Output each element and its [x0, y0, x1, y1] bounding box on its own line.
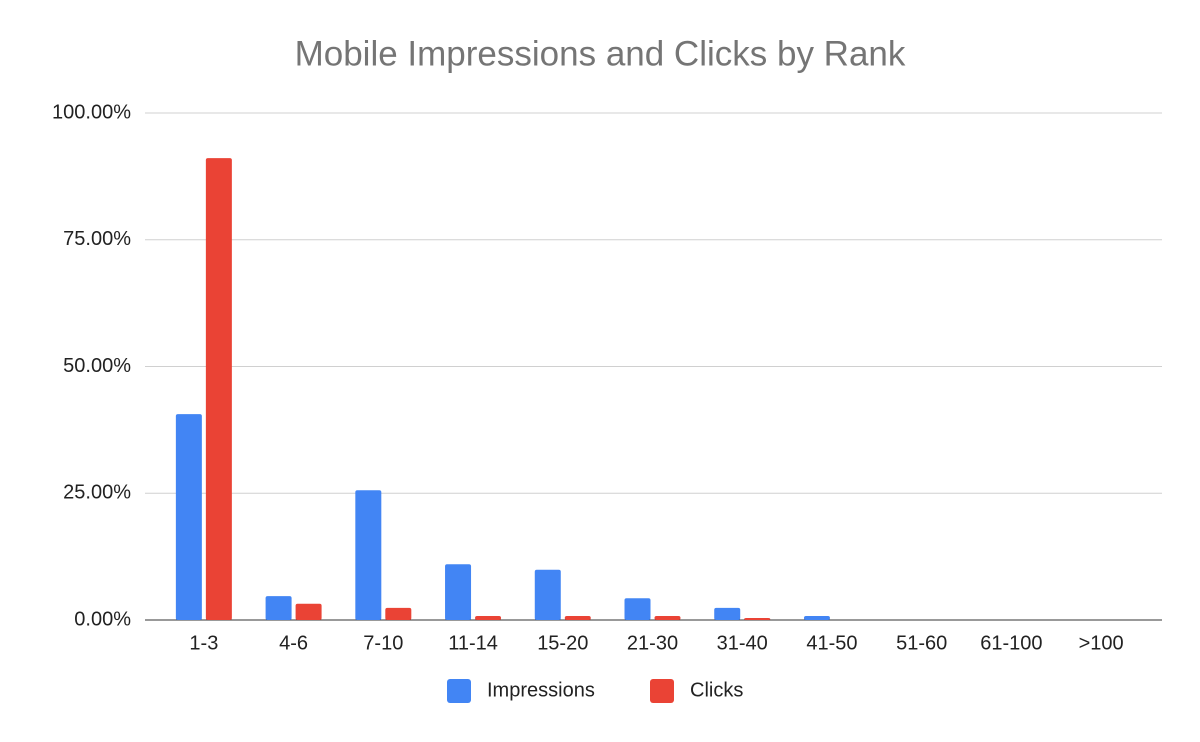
legend-label: Impressions — [487, 679, 595, 701]
x-tick-label: 21-30 — [627, 632, 678, 654]
x-tick-label: 51-60 — [896, 632, 947, 654]
legend-swatch — [650, 679, 674, 703]
bar — [295, 603, 322, 620]
bar — [475, 615, 502, 620]
bar — [385, 607, 412, 620]
x-tick-label: 11-14 — [448, 632, 498, 654]
chart-title: Mobile Impressions and Clicks by Rank — [295, 34, 906, 73]
bar — [534, 569, 561, 620]
x-tick-label: 41-50 — [806, 632, 857, 654]
bar — [744, 617, 771, 620]
bar — [654, 615, 681, 620]
bar — [714, 607, 741, 620]
legend-swatch — [447, 679, 471, 703]
bar — [355, 490, 382, 620]
y-tick-label: 100.00% — [52, 101, 131, 123]
x-tick-label: 1-3 — [189, 632, 218, 654]
bar — [564, 615, 591, 620]
bar — [803, 615, 830, 620]
x-tick-label: 4-6 — [279, 632, 308, 654]
y-tick-label: 25.00% — [63, 482, 131, 504]
bar — [624, 598, 651, 620]
x-tick-label: >100 — [1079, 632, 1124, 654]
y-tick-label: 75.00% — [63, 228, 131, 250]
x-tick-label: 15-20 — [537, 632, 588, 654]
x-tick-label: 31-40 — [717, 632, 768, 654]
y-tick-label: 0.00% — [74, 608, 131, 630]
x-tick-label: 61-100 — [980, 632, 1042, 654]
x-tick-label: 7-10 — [363, 632, 403, 654]
bar — [445, 564, 472, 620]
bar — [265, 596, 292, 620]
bar — [205, 158, 232, 621]
y-tick-label: 50.00% — [63, 355, 131, 377]
legend-label: Clicks — [690, 679, 743, 701]
bar — [175, 414, 202, 620]
